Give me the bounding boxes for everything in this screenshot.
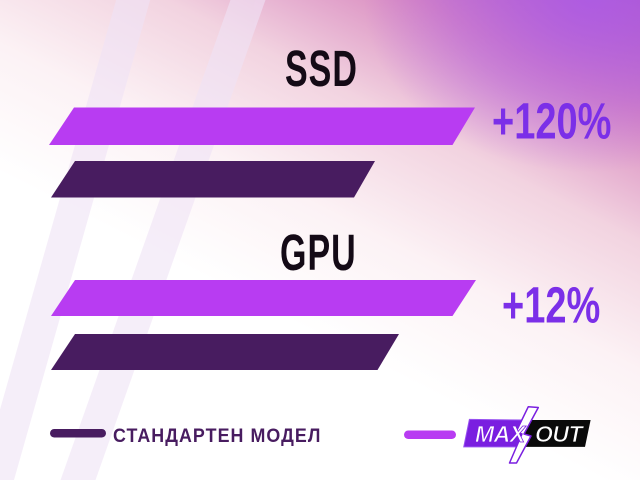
svg-text:MAX: MAX	[475, 421, 527, 447]
svg-text:OUT: OUT	[535, 421, 585, 447]
